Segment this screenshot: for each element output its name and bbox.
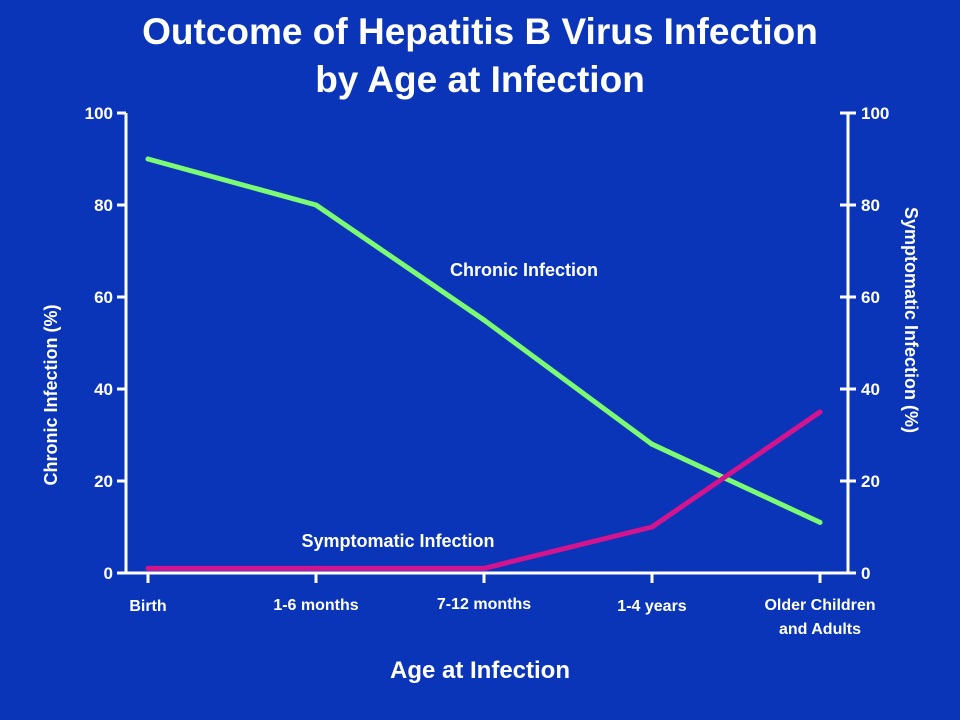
x-tick-label: and Adults [779,621,861,638]
y-tick-label-left: 100 [85,104,113,123]
data-point-symptomatic [313,565,319,571]
data-point-chronic [817,519,823,525]
title-line-1: Outcome of Hepatitis B Virus Infection [142,11,818,52]
x-tick-label: 1-6 months [273,597,358,614]
y-tick-label-right: 0 [861,564,870,583]
y-tick-label-left: 0 [104,564,113,583]
y-tick-label-right: 80 [861,196,880,215]
y-tick-label-right: 20 [861,472,880,491]
data-point-chronic [145,156,151,162]
x-tick-label: 1-4 years [617,598,686,615]
data-point-symptomatic [481,565,487,571]
data-point-chronic [649,441,655,447]
x-axis-label: Age at Infection [390,657,570,684]
y-tick-label-left: 40 [94,380,113,399]
series-label-chronic: Chronic Infection [450,260,598,280]
data-point-symptomatic [817,409,823,415]
title-line-2: by Age at Infection [315,59,645,100]
y-tick-label-left: 80 [94,196,113,215]
series-line-chronic [145,156,823,525]
axes: 0 0 20 20 40 40 60 60 80 80 100 100 Birth 1-6 months 7… [85,104,890,638]
data-point-symptomatic [145,565,151,571]
data-point-chronic [481,317,487,323]
y-axis-label-left: Chronic Infection (%) [41,305,61,486]
y-axis-label-right: Symptomatic Infection (%) [901,207,921,433]
labels-layer: Age at Infection Chronic Infection (%) S… [41,207,921,684]
y-tick-label-left: 20 [94,472,113,491]
y-tick-label-right: 100 [861,104,889,123]
y-tick-label-right: 60 [861,288,880,307]
x-tick-label: 7-12 months [437,596,531,613]
series-layer [145,156,823,571]
y-tick-label-right: 40 [861,380,880,399]
x-tick-label: Older Children [764,597,875,614]
x-tick-label: Birth [129,598,166,615]
data-point-symptomatic [649,524,655,530]
series-label-symptomatic: Symptomatic Infection [301,531,494,551]
y-tick-label-left: 60 [94,288,113,307]
data-point-chronic [313,202,319,208]
chart-title: Outcome of Hepatitis B Virus Infection b… [0,8,960,104]
